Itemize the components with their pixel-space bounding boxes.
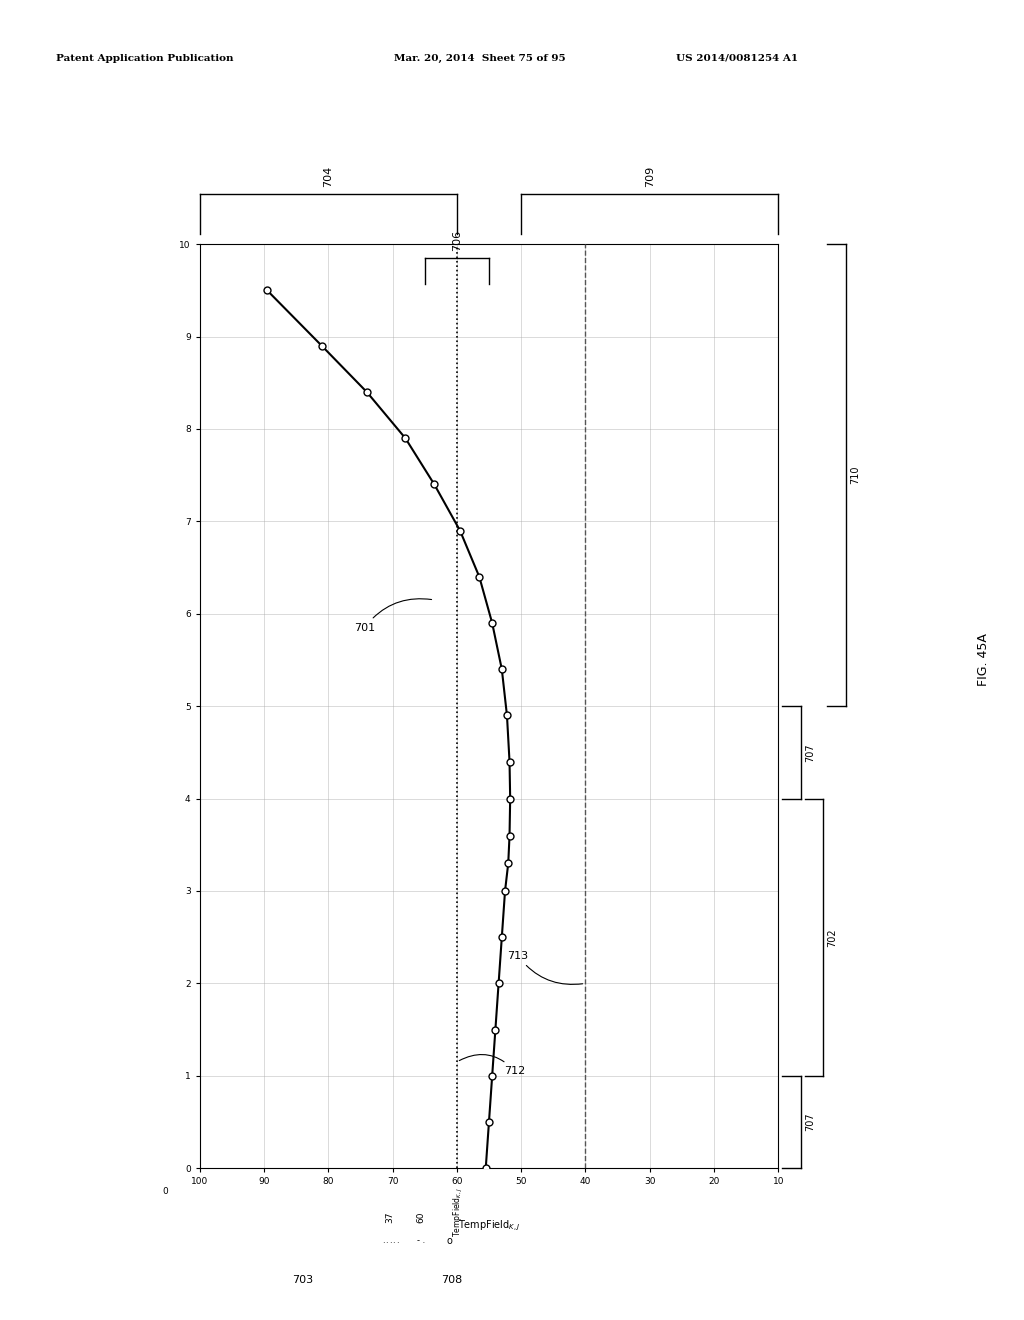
Text: TempField$_{K,J}$: TempField$_{K,J}$: [458, 1220, 520, 1233]
Text: .: .: [382, 1237, 384, 1245]
Text: TempField$_{K,J}$: TempField$_{K,J}$: [452, 1187, 465, 1237]
Text: .: .: [385, 1237, 388, 1245]
Text: 706: 706: [452, 230, 462, 251]
Text: FIG. 45A: FIG. 45A: [977, 634, 989, 686]
Text: 713: 713: [507, 950, 583, 985]
Text: 37: 37: [386, 1212, 395, 1222]
Text: .: .: [389, 1237, 391, 1245]
Text: o: o: [446, 1236, 453, 1246]
Text: 709: 709: [645, 166, 654, 187]
Text: - .: - .: [417, 1237, 425, 1245]
Text: 703: 703: [292, 1275, 313, 1286]
Text: .: .: [396, 1237, 398, 1245]
Text: 707: 707: [805, 1113, 815, 1131]
Text: .: .: [392, 1237, 395, 1245]
Text: 704: 704: [324, 166, 333, 187]
Text: 712: 712: [459, 1055, 525, 1076]
Text: 60: 60: [417, 1212, 426, 1222]
Text: Patent Application Publication: Patent Application Publication: [56, 54, 233, 62]
Text: 701: 701: [354, 599, 431, 632]
Text: 708: 708: [441, 1275, 462, 1286]
Text: US 2014/0081254 A1: US 2014/0081254 A1: [676, 54, 798, 62]
Text: 707: 707: [805, 743, 815, 762]
Text: 0: 0: [162, 1187, 168, 1196]
Text: 710: 710: [850, 466, 860, 484]
Text: 702: 702: [827, 928, 838, 946]
Text: Mar. 20, 2014  Sheet 75 of 95: Mar. 20, 2014 Sheet 75 of 95: [394, 54, 566, 62]
